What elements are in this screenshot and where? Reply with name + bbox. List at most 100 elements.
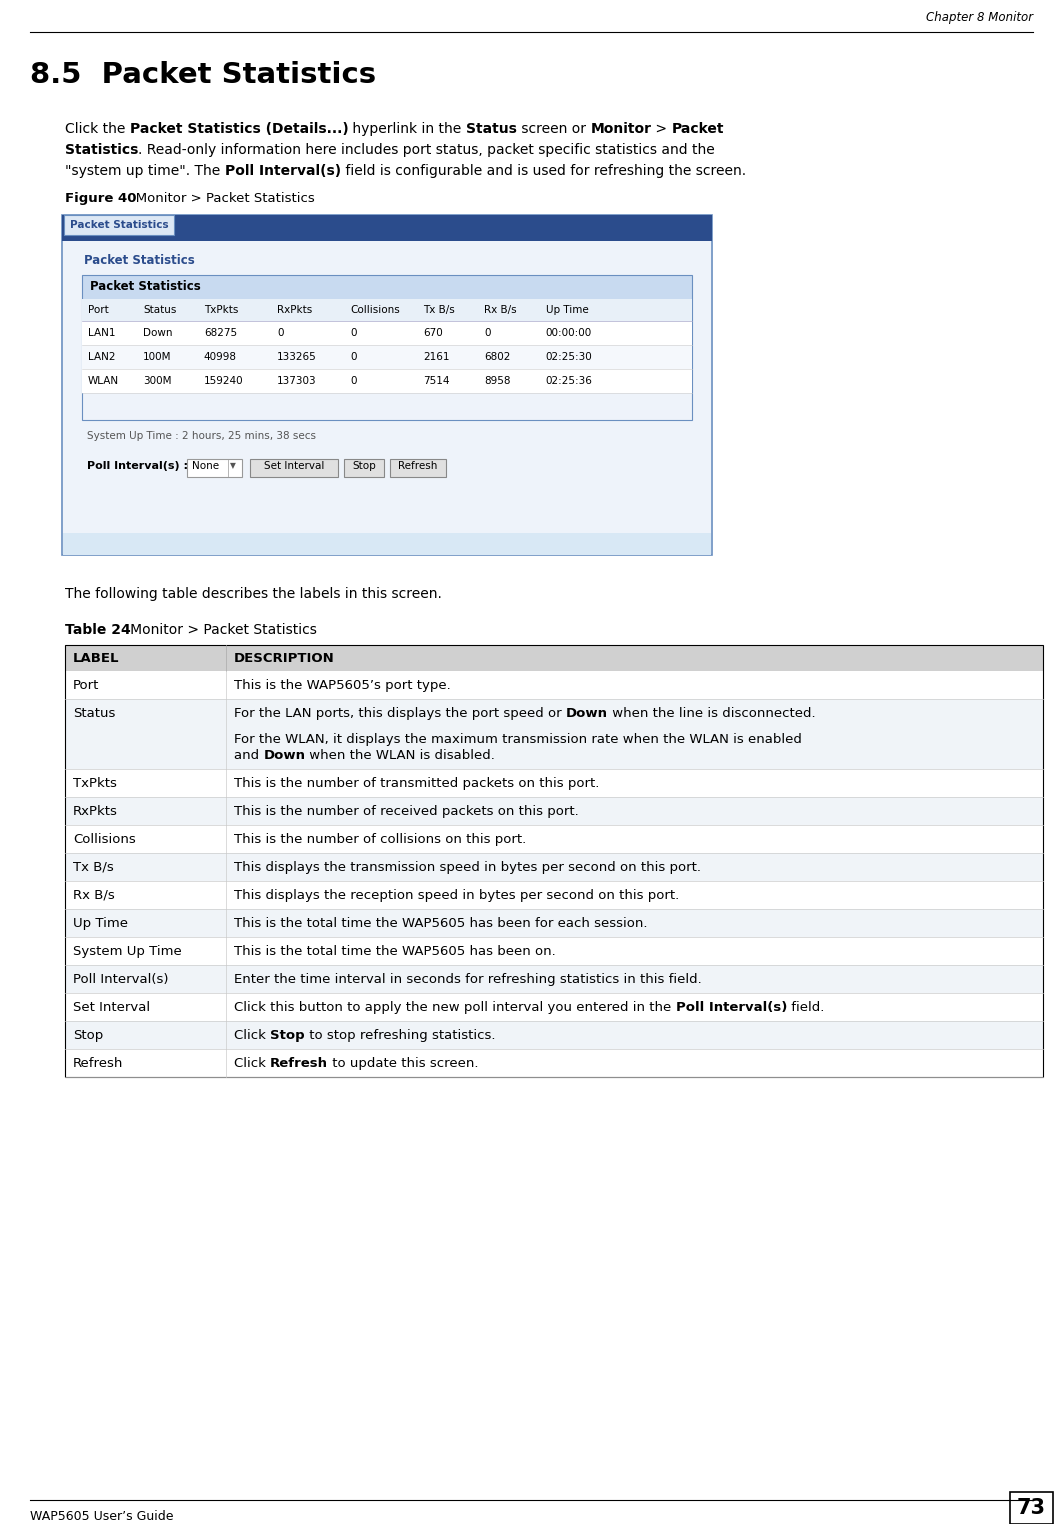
Text: Figure 40: Figure 40: [65, 192, 136, 206]
Text: 670: 670: [423, 328, 443, 338]
Text: to update this screen.: to update this screen.: [328, 1058, 478, 1070]
Bar: [187, 459, 242, 477]
Text: This is the total time the WAP5605 has been for each session.: This is the total time the WAP5605 has b…: [234, 917, 647, 930]
Text: Monitor > Packet Statistics: Monitor > Packet Statistics: [123, 192, 315, 206]
Text: 0: 0: [351, 376, 357, 386]
Text: The following table describes the labels in this screen.: The following table describes the labels…: [65, 587, 442, 600]
Text: LABEL: LABEL: [73, 651, 119, 664]
Text: This is the number of collisions on this port.: This is the number of collisions on this…: [234, 834, 526, 846]
Bar: [82, 299, 692, 322]
Bar: [82, 274, 692, 421]
Text: Set Interval: Set Interval: [264, 460, 324, 471]
Text: Packet: Packet: [672, 122, 724, 136]
Bar: [63, 533, 711, 555]
Bar: [65, 700, 1043, 770]
Text: Poll Interval(s): Poll Interval(s): [73, 972, 169, 986]
Text: >: >: [652, 122, 672, 136]
Text: Port: Port: [88, 305, 108, 315]
Text: 02:25:30: 02:25:30: [545, 352, 592, 363]
Bar: [65, 881, 1043, 908]
Bar: [62, 215, 712, 555]
Text: Statistics: Statistics: [65, 143, 138, 157]
Text: 137303: 137303: [277, 376, 317, 386]
Text: 6802: 6802: [485, 352, 511, 363]
Text: Stop: Stop: [352, 460, 376, 471]
Text: 0: 0: [277, 328, 284, 338]
Text: Rx B/s: Rx B/s: [73, 888, 115, 902]
Text: Packet Statistics: Packet Statistics: [90, 280, 201, 294]
Bar: [82, 274, 692, 299]
Text: System Up Time : 2 hours, 25 mins, 38 secs: System Up Time : 2 hours, 25 mins, 38 se…: [87, 431, 316, 440]
Text: ▼: ▼: [230, 462, 236, 471]
Bar: [65, 645, 1043, 1077]
Text: Up Time: Up Time: [545, 305, 588, 315]
Text: Monitor: Monitor: [590, 122, 652, 136]
Text: 8958: 8958: [485, 376, 511, 386]
Text: Set Interval: Set Interval: [73, 1001, 150, 1013]
Text: Click the: Click the: [65, 122, 130, 136]
Text: to stop refreshing statistics.: to stop refreshing statistics.: [305, 1029, 495, 1042]
Text: LAN2: LAN2: [88, 352, 116, 363]
Text: RxPkts: RxPkts: [73, 805, 118, 818]
Text: 133265: 133265: [277, 352, 317, 363]
Bar: [65, 1049, 1043, 1077]
Text: Packet Statistics: Packet Statistics: [70, 219, 168, 230]
Bar: [65, 994, 1043, 1021]
Text: This displays the transmission speed in bytes per second on this port.: This displays the transmission speed in …: [234, 861, 701, 873]
Text: Click: Click: [234, 1029, 270, 1042]
Text: Port: Port: [73, 680, 99, 692]
Bar: [65, 797, 1043, 824]
Text: Poll Interval(s): Poll Interval(s): [675, 1001, 787, 1013]
Text: and: and: [234, 748, 264, 762]
Bar: [344, 459, 384, 477]
Text: Stop: Stop: [270, 1029, 305, 1042]
Text: 73: 73: [1016, 1498, 1046, 1518]
Text: Collisions: Collisions: [351, 305, 400, 315]
Text: . Read-only information here includes port status, packet specific statistics an: . Read-only information here includes po…: [138, 143, 715, 157]
Bar: [250, 459, 338, 477]
Text: 02:25:36: 02:25:36: [545, 376, 592, 386]
Text: DESCRIPTION: DESCRIPTION: [234, 651, 335, 664]
Bar: [65, 770, 1043, 797]
Text: Packet Statistics: Packet Statistics: [84, 255, 195, 268]
Text: 0: 0: [351, 328, 357, 338]
Bar: [65, 1021, 1043, 1049]
Text: when the line is disconnected.: when the line is disconnected.: [608, 707, 815, 719]
Bar: [63, 241, 711, 555]
Text: For the LAN ports, this displays the port speed or: For the LAN ports, this displays the por…: [234, 707, 566, 719]
Text: Refresh: Refresh: [73, 1058, 123, 1070]
Bar: [65, 645, 1043, 671]
Text: Click: Click: [234, 1058, 270, 1070]
Text: field is configurable and is used for refreshing the screen.: field is configurable and is used for re…: [341, 165, 746, 178]
Bar: [82, 322, 692, 344]
Text: 300M: 300M: [142, 376, 171, 386]
Text: Down: Down: [566, 707, 608, 719]
Text: Poll Interval(s) :: Poll Interval(s) :: [87, 460, 188, 471]
Text: when the WLAN is disabled.: when the WLAN is disabled.: [305, 748, 495, 762]
Bar: [82, 344, 692, 369]
Text: LAN1: LAN1: [88, 328, 116, 338]
Text: 40998: 40998: [204, 352, 237, 363]
Bar: [64, 215, 174, 235]
Text: 0: 0: [351, 352, 357, 363]
Text: None: None: [192, 460, 219, 471]
Text: 00:00:00: 00:00:00: [545, 328, 592, 338]
Text: Status: Status: [466, 122, 517, 136]
Text: 0: 0: [485, 328, 491, 338]
Text: Enter the time interval in seconds for refreshing statistics in this field.: Enter the time interval in seconds for r…: [234, 972, 702, 986]
Text: Stop: Stop: [73, 1029, 103, 1042]
Text: This displays the reception speed in bytes per second on this port.: This displays the reception speed in byt…: [234, 888, 679, 902]
Text: 2161: 2161: [423, 352, 450, 363]
Text: 8.5  Packet Statistics: 8.5 Packet Statistics: [30, 61, 376, 88]
Text: Packet Statistics (Details...): Packet Statistics (Details...): [130, 122, 349, 136]
Text: Refresh: Refresh: [270, 1058, 328, 1070]
Text: Chapter 8 Monitor: Chapter 8 Monitor: [926, 12, 1033, 24]
Text: "system up time". The: "system up time". The: [65, 165, 224, 178]
Bar: [82, 369, 692, 393]
Text: This is the number of received packets on this port.: This is the number of received packets o…: [234, 805, 578, 818]
Bar: [65, 965, 1043, 994]
Text: 7514: 7514: [423, 376, 450, 386]
Text: Status: Status: [142, 305, 176, 315]
Text: WAP5605 User’s Guide: WAP5605 User’s Guide: [30, 1509, 173, 1522]
Text: This is the total time the WAP5605 has been on.: This is the total time the WAP5605 has b…: [234, 945, 556, 959]
